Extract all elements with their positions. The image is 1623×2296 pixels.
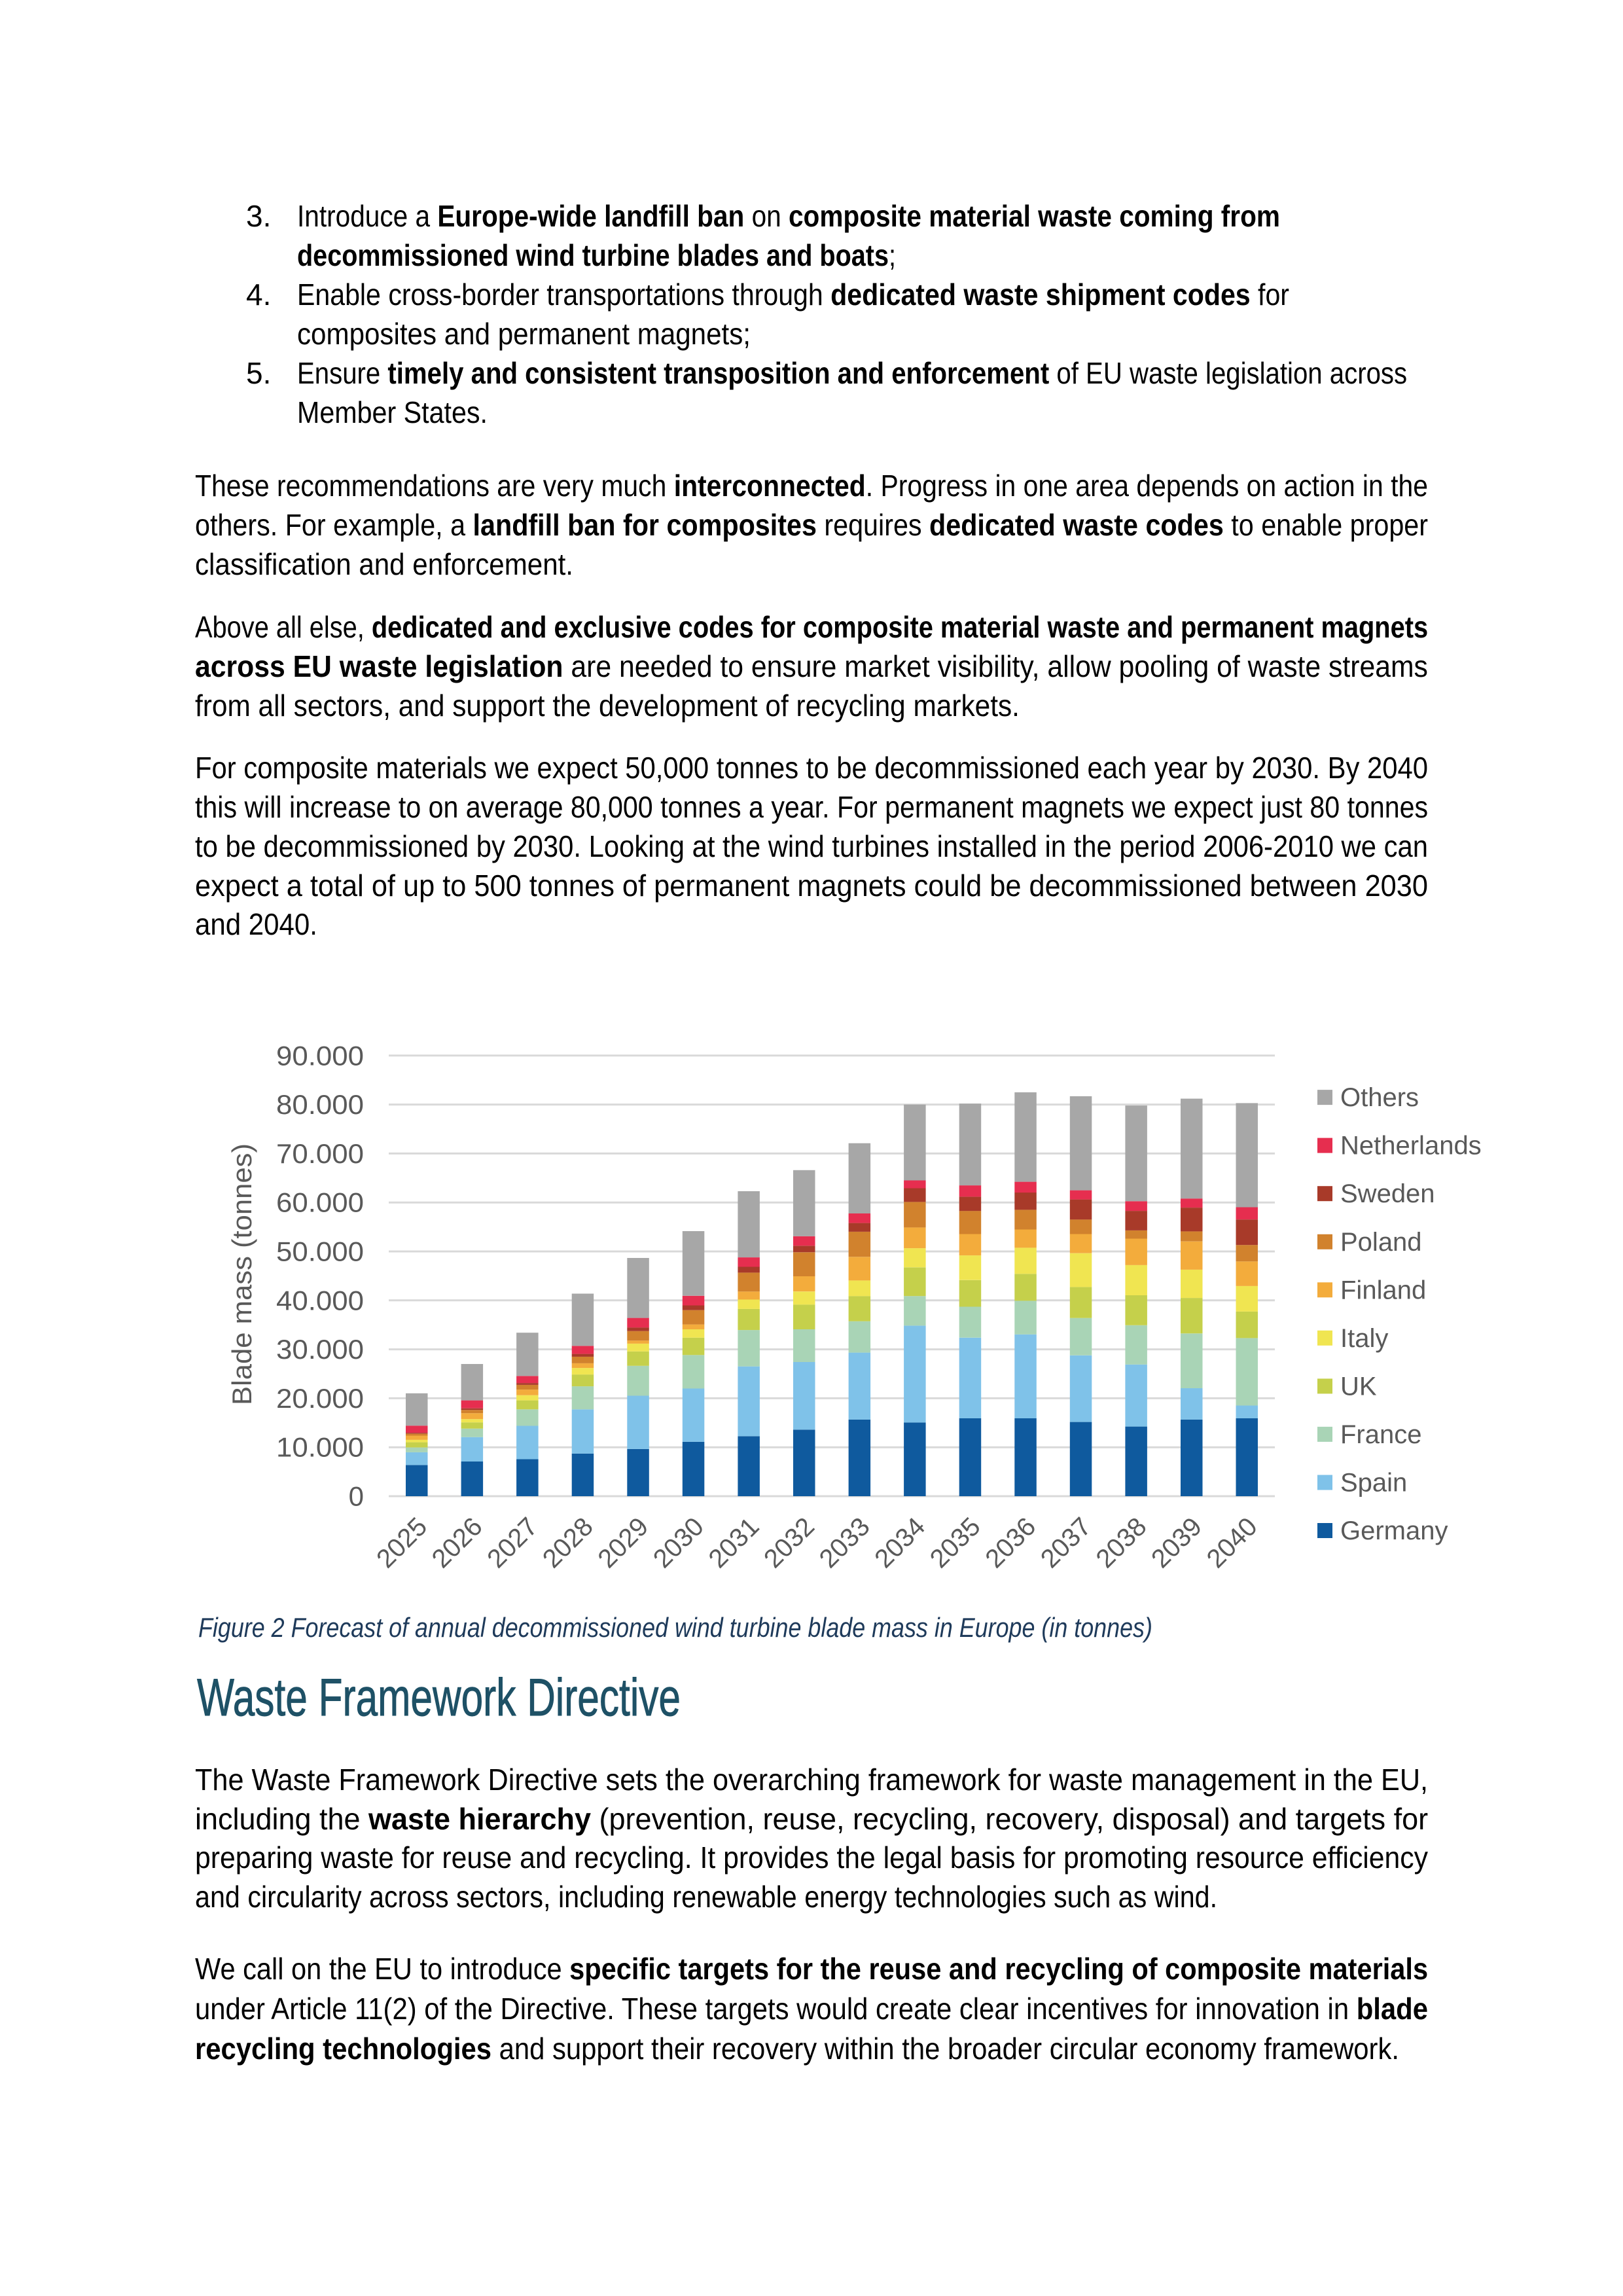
svg-text:Germany: Germany (1340, 1516, 1448, 1545)
svg-text:UK: UK (1340, 1372, 1377, 1401)
svg-text:Blade mass (tonnes): Blade mass (tonnes) (226, 1143, 257, 1405)
svg-text:40.000: 40.000 (276, 1285, 364, 1316)
svg-text:20.000: 20.000 (276, 1383, 364, 1414)
svg-text:70.000: 70.000 (276, 1138, 364, 1169)
svg-text:10.000: 10.000 (276, 1432, 364, 1463)
svg-text:2031: 2031 (704, 1512, 765, 1573)
svg-text:2026: 2026 (427, 1512, 488, 1573)
svg-text:Italy: Italy (1340, 1324, 1388, 1353)
svg-text:30.000: 30.000 (276, 1334, 364, 1365)
svg-text:2032: 2032 (758, 1512, 820, 1573)
svg-text:90.000: 90.000 (276, 1040, 364, 1071)
svg-text:2034: 2034 (869, 1512, 931, 1573)
svg-text:0: 0 (349, 1481, 364, 1512)
svg-text:2027: 2027 (482, 1512, 543, 1573)
svg-text:2025: 2025 (371, 1512, 433, 1573)
svg-text:2033: 2033 (814, 1512, 876, 1573)
svg-text:Netherlands: Netherlands (1340, 1132, 1482, 1160)
svg-text:2037: 2037 (1035, 1512, 1097, 1573)
svg-text:50.000: 50.000 (276, 1236, 364, 1267)
svg-text:France: France (1340, 1420, 1422, 1449)
svg-text:Others: Others (1340, 1083, 1419, 1112)
svg-text:80.000: 80.000 (276, 1089, 364, 1120)
svg-text:Spain: Spain (1340, 1469, 1407, 1498)
svg-text:Poland: Poland (1340, 1228, 1422, 1257)
svg-text:2030: 2030 (648, 1512, 709, 1573)
svg-text:2036: 2036 (980, 1512, 1041, 1573)
svg-text:2029: 2029 (592, 1512, 654, 1573)
svg-text:2040: 2040 (1202, 1512, 1263, 1573)
svg-text:60.000: 60.000 (276, 1187, 364, 1218)
svg-text:2035: 2035 (925, 1512, 986, 1573)
svg-text:2038: 2038 (1091, 1512, 1152, 1573)
svg-text:Finland: Finland (1340, 1276, 1426, 1304)
svg-text:2028: 2028 (537, 1512, 599, 1573)
svg-text:2039: 2039 (1146, 1512, 1207, 1573)
svg-text:Sweden: Sweden (1340, 1179, 1435, 1208)
